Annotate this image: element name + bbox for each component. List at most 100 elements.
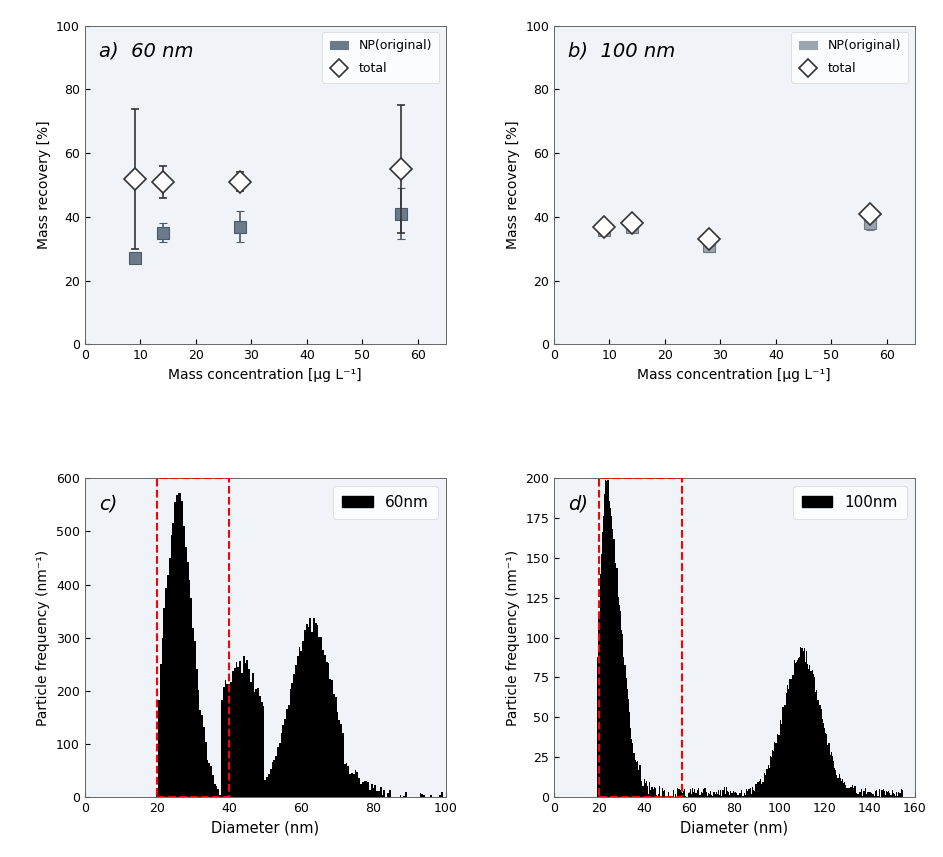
Bar xyxy=(723,788,725,797)
Bar xyxy=(339,720,340,797)
Bar xyxy=(364,782,365,797)
Bar xyxy=(833,761,835,797)
Bar xyxy=(637,770,639,797)
Bar xyxy=(692,788,693,797)
Bar xyxy=(814,677,815,797)
Bar xyxy=(165,588,167,797)
Bar xyxy=(384,790,386,797)
Bar xyxy=(786,686,787,797)
Bar xyxy=(677,788,679,797)
Bar xyxy=(246,661,248,797)
Bar xyxy=(810,672,812,797)
Bar xyxy=(639,765,640,797)
Bar xyxy=(663,791,664,797)
Bar xyxy=(791,680,792,797)
Bar xyxy=(871,794,872,797)
Bar xyxy=(262,706,264,797)
Bar xyxy=(821,719,823,797)
Bar xyxy=(288,705,290,797)
Bar xyxy=(347,766,349,797)
Bar xyxy=(605,480,606,797)
Legend: NP(original), total: NP(original), total xyxy=(791,32,908,83)
Bar xyxy=(621,630,622,797)
Bar xyxy=(703,789,704,797)
Bar xyxy=(851,787,852,797)
Bar xyxy=(896,792,897,797)
Bar xyxy=(688,794,689,797)
Bar xyxy=(708,794,709,797)
Bar xyxy=(773,751,774,797)
Bar xyxy=(293,674,295,797)
Bar xyxy=(787,688,789,797)
Bar xyxy=(878,795,879,797)
Bar xyxy=(301,651,303,797)
Bar xyxy=(835,770,836,797)
Bar xyxy=(845,785,847,797)
Bar xyxy=(858,794,859,797)
Bar xyxy=(790,679,791,797)
Bar xyxy=(617,568,618,797)
Bar xyxy=(885,795,886,797)
Bar xyxy=(804,662,806,797)
Bar xyxy=(889,793,890,797)
Bar xyxy=(735,792,736,797)
Bar xyxy=(866,794,867,797)
Bar xyxy=(266,777,268,797)
Bar xyxy=(691,794,692,797)
Bar xyxy=(755,784,756,797)
Bar xyxy=(680,790,681,797)
Bar xyxy=(277,747,279,797)
Bar xyxy=(181,500,183,797)
Y-axis label: Particle frequency (nm⁻¹): Particle frequency (nm⁻¹) xyxy=(37,549,51,726)
Bar xyxy=(230,682,232,797)
Bar xyxy=(187,562,189,797)
Bar xyxy=(716,792,717,797)
Bar xyxy=(758,781,760,797)
Bar xyxy=(838,774,839,797)
Bar xyxy=(645,783,646,797)
Bar xyxy=(722,789,723,797)
X-axis label: Diameter (nm): Diameter (nm) xyxy=(680,820,788,836)
Bar xyxy=(297,656,299,797)
Bar xyxy=(362,782,364,797)
Bar xyxy=(694,789,695,797)
Bar xyxy=(705,792,706,797)
Bar xyxy=(218,789,220,797)
Bar xyxy=(612,529,613,797)
Bar xyxy=(883,789,884,797)
Bar xyxy=(311,632,313,797)
Bar xyxy=(203,727,205,797)
Bar xyxy=(772,751,773,797)
Bar xyxy=(837,778,838,797)
Bar xyxy=(254,692,256,797)
Bar xyxy=(214,784,216,797)
Text: a)  60 nm: a) 60 nm xyxy=(99,42,194,61)
Bar xyxy=(779,735,780,797)
Bar xyxy=(389,790,390,797)
Bar xyxy=(404,796,405,797)
Bar xyxy=(831,752,832,797)
Bar xyxy=(820,709,821,797)
Bar xyxy=(380,788,382,797)
Bar xyxy=(766,775,767,797)
Bar xyxy=(212,776,214,797)
Bar xyxy=(441,792,443,797)
Bar xyxy=(816,690,818,797)
Bar xyxy=(649,782,651,797)
Bar xyxy=(333,694,335,797)
Bar xyxy=(699,795,700,797)
Bar xyxy=(220,794,221,797)
Bar xyxy=(729,794,731,797)
Bar xyxy=(900,793,901,797)
Bar xyxy=(717,794,718,797)
Bar xyxy=(642,786,643,797)
Bar xyxy=(879,789,881,797)
Bar xyxy=(242,656,244,797)
Bar xyxy=(734,794,735,797)
Bar xyxy=(173,523,174,797)
Bar xyxy=(367,782,369,797)
Bar xyxy=(284,720,286,797)
Bar xyxy=(369,790,371,797)
Y-axis label: Mass recovery [%]: Mass recovery [%] xyxy=(505,121,520,249)
Bar xyxy=(762,782,763,797)
